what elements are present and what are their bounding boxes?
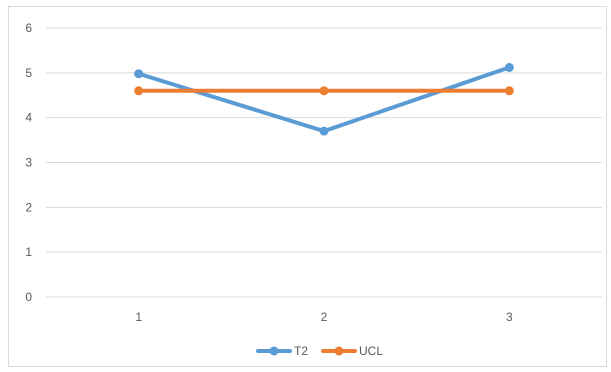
y-tick-label: 4 bbox=[25, 111, 32, 125]
data-point-ucl bbox=[134, 86, 144, 96]
x-tick-label: 1 bbox=[135, 310, 142, 324]
data-point-t2 bbox=[134, 69, 144, 79]
y-tick-label: 5 bbox=[25, 66, 32, 80]
data-point-ucl bbox=[504, 86, 514, 96]
data-point-t2 bbox=[504, 62, 514, 72]
y-tick-label: 0 bbox=[25, 290, 32, 304]
legend-item-ucl: UCL bbox=[321, 344, 383, 358]
y-tick-label: 1 bbox=[25, 245, 32, 259]
legend-swatch-marker-t2 bbox=[269, 346, 279, 356]
legend-swatch-marker-ucl bbox=[334, 346, 344, 356]
legend: T2 UCL bbox=[256, 344, 383, 358]
x-tick-label: 3 bbox=[506, 310, 513, 324]
gridlines bbox=[46, 27, 602, 298]
legend-item-t2: T2 bbox=[256, 344, 308, 358]
y-tick-label: 6 bbox=[25, 21, 32, 35]
x-tick-label: 2 bbox=[321, 310, 328, 324]
y-axis-tick-labels: 0 1 2 3 4 5 6 bbox=[25, 21, 32, 304]
y-tick-label: 2 bbox=[25, 200, 32, 214]
legend-label-t2: T2 bbox=[294, 344, 308, 358]
legend-label-ucl: UCL bbox=[359, 344, 383, 358]
series-line-t2 bbox=[136, 65, 512, 134]
data-point-ucl bbox=[319, 86, 329, 96]
x-axis-tick-labels: 1 2 3 bbox=[135, 310, 513, 324]
data-point-t2 bbox=[319, 126, 329, 136]
series-group bbox=[134, 62, 514, 136]
y-tick-label: 3 bbox=[25, 156, 32, 170]
